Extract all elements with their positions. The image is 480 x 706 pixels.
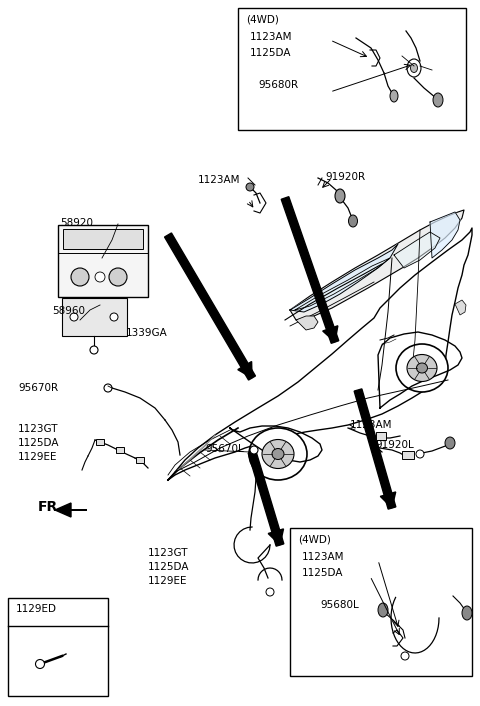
Polygon shape: [168, 228, 472, 480]
Ellipse shape: [416, 450, 424, 458]
Polygon shape: [290, 210, 464, 320]
Ellipse shape: [70, 313, 78, 321]
Polygon shape: [455, 300, 466, 315]
Ellipse shape: [396, 344, 448, 392]
Text: 1123AM: 1123AM: [350, 420, 393, 430]
Text: 58960: 58960: [52, 306, 85, 316]
Ellipse shape: [348, 215, 358, 227]
Text: 91920R: 91920R: [325, 172, 365, 182]
Polygon shape: [354, 389, 396, 509]
Bar: [116, 447, 124, 453]
Ellipse shape: [249, 428, 307, 480]
Polygon shape: [394, 232, 440, 268]
Ellipse shape: [266, 588, 274, 596]
Bar: [290, 528, 472, 676]
Ellipse shape: [462, 606, 472, 620]
Bar: [136, 457, 144, 463]
Bar: [8, 598, 108, 696]
Text: 1123GT: 1123GT: [148, 548, 189, 558]
Ellipse shape: [433, 93, 443, 107]
Ellipse shape: [110, 313, 118, 321]
Text: 95670L: 95670L: [205, 444, 244, 454]
Bar: [63, 229, 143, 249]
Ellipse shape: [445, 437, 455, 449]
Ellipse shape: [36, 659, 45, 669]
Ellipse shape: [95, 272, 105, 282]
Polygon shape: [323, 325, 338, 342]
Text: 1125DA: 1125DA: [250, 48, 291, 58]
Text: 1125DA: 1125DA: [148, 562, 190, 572]
Polygon shape: [430, 212, 460, 258]
Ellipse shape: [407, 59, 421, 77]
Text: 1123AM: 1123AM: [250, 32, 292, 42]
Ellipse shape: [262, 440, 294, 469]
Polygon shape: [248, 451, 284, 546]
Ellipse shape: [390, 90, 398, 102]
Bar: [62, 298, 127, 336]
Polygon shape: [281, 197, 339, 343]
Ellipse shape: [104, 384, 112, 392]
Text: (4WD): (4WD): [246, 14, 279, 24]
Text: 1125DA: 1125DA: [18, 438, 60, 448]
Ellipse shape: [378, 603, 388, 617]
Text: 1123GT: 1123GT: [18, 424, 59, 434]
Ellipse shape: [246, 183, 254, 191]
Text: 58920: 58920: [60, 218, 93, 228]
Polygon shape: [295, 258, 390, 310]
Text: 1123AM: 1123AM: [302, 552, 345, 562]
Text: 91920L: 91920L: [375, 440, 414, 450]
Ellipse shape: [410, 64, 418, 73]
Polygon shape: [296, 316, 318, 330]
Text: 1125DA: 1125DA: [302, 568, 344, 578]
Text: 95680R: 95680R: [258, 80, 298, 90]
Ellipse shape: [90, 346, 98, 354]
Ellipse shape: [417, 363, 428, 373]
Polygon shape: [165, 233, 255, 380]
Ellipse shape: [407, 354, 437, 381]
Text: 95680L: 95680L: [320, 600, 359, 610]
Text: FR.: FR.: [38, 500, 64, 514]
Bar: [402, 451, 414, 459]
Polygon shape: [55, 503, 87, 517]
Ellipse shape: [401, 652, 409, 660]
Text: 1123AM: 1123AM: [198, 175, 240, 185]
Text: 95670R: 95670R: [18, 383, 58, 393]
Ellipse shape: [272, 448, 284, 460]
Text: 1129ED: 1129ED: [16, 604, 57, 614]
Ellipse shape: [71, 268, 89, 286]
Text: (4WD): (4WD): [298, 534, 331, 544]
Text: 1339GA: 1339GA: [126, 328, 168, 338]
Polygon shape: [268, 529, 284, 545]
Text: 1129EE: 1129EE: [148, 576, 188, 586]
Text: 1129EE: 1129EE: [18, 452, 58, 462]
Bar: [96, 439, 104, 445]
Polygon shape: [238, 361, 252, 378]
Bar: [376, 432, 386, 440]
Polygon shape: [290, 244, 398, 312]
Ellipse shape: [250, 446, 258, 454]
Bar: [238, 8, 466, 130]
Ellipse shape: [335, 189, 345, 203]
Bar: [58, 225, 148, 297]
Polygon shape: [380, 492, 396, 508]
Ellipse shape: [109, 268, 127, 286]
